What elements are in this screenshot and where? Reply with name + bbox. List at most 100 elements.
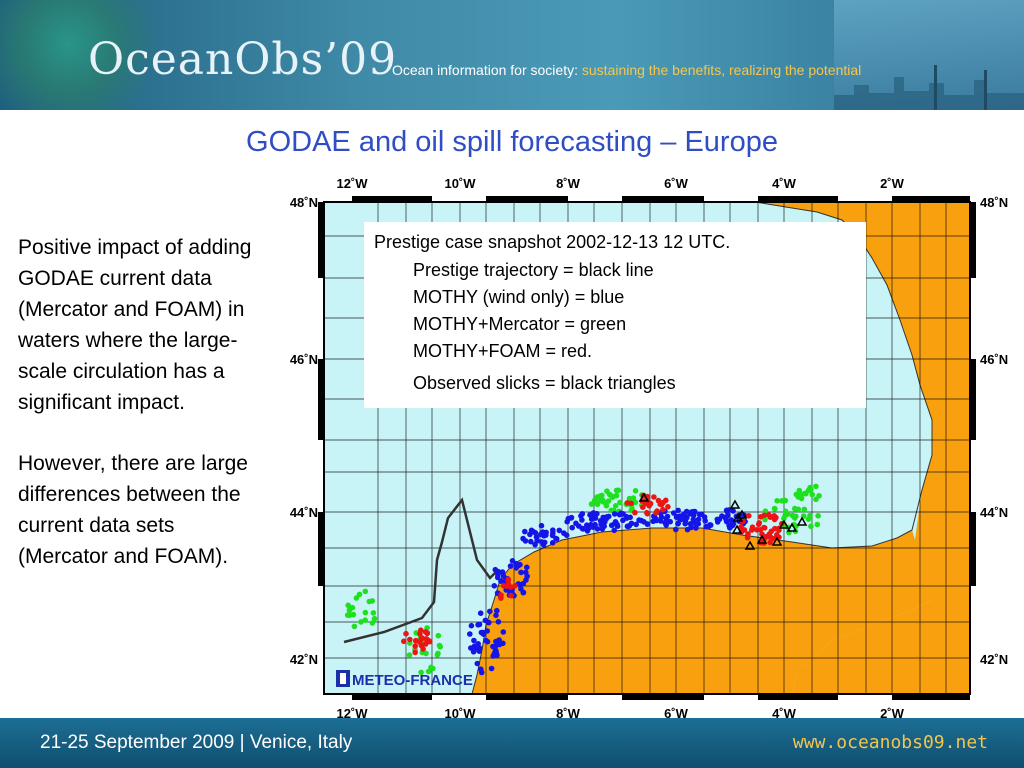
spill-point (598, 521, 604, 528)
spill-point (538, 539, 545, 545)
spill-point (538, 531, 544, 538)
spill-point (599, 498, 606, 504)
lon-label-top: 2˚W (880, 176, 905, 191)
tagline-highlight: sustaining the benefits, realizing the p… (581, 62, 862, 78)
spill-point (522, 528, 528, 535)
spill-point (487, 608, 493, 615)
spill-point (488, 665, 495, 672)
observed-slick-triangle (786, 522, 798, 532)
spill-point (617, 499, 623, 506)
spill-point (493, 612, 499, 619)
spill-point (588, 516, 595, 522)
spill-point (435, 650, 441, 657)
spill-point (425, 668, 432, 675)
spill-point (761, 525, 768, 531)
legend-line1: Prestige case snapshot 2002-12-13 12 UTC… (374, 232, 730, 252)
banner-decoration (0, 0, 170, 110)
spill-point (722, 514, 728, 521)
meteo-credit: METEO-FRANCE (352, 672, 473, 689)
website-link[interactable]: www.oceanobs09.net (792, 732, 988, 753)
header-banner: OceanObs’09 Ocean information for societ… (0, 0, 1024, 110)
slide-title: GODAE and oil spill forecasting – Europe (246, 126, 778, 158)
spill-point (665, 504, 671, 510)
spill-point (701, 514, 708, 520)
spill-point (603, 502, 610, 509)
spill-point (632, 499, 639, 506)
spill-point (345, 602, 351, 609)
spill-point (482, 617, 489, 624)
spill-point (663, 497, 669, 504)
venice-skyline-icon (834, 65, 1024, 110)
spill-point (613, 487, 620, 494)
spill-point (660, 506, 666, 513)
spill-point (675, 521, 681, 527)
spill-point (507, 563, 514, 569)
spill-point (344, 612, 351, 618)
spill-point (690, 516, 697, 523)
spill-point (633, 521, 639, 528)
spill-point (418, 627, 424, 633)
spill-point (625, 523, 632, 530)
spill-point (585, 525, 592, 532)
spill-point (605, 498, 612, 504)
spill-point (588, 501, 595, 507)
spill-point (714, 516, 721, 523)
spill-point (653, 517, 660, 524)
legend-line6: Observed slicks = black triangles (413, 373, 676, 393)
lon-label-bottom: 6˚W (664, 706, 689, 721)
spill-point (515, 562, 521, 569)
observed-slick-triangle (638, 492, 650, 502)
spill-point (500, 573, 507, 579)
lon-label-top: 8˚W (556, 176, 581, 191)
spill-point (644, 510, 651, 517)
spill-point (500, 640, 506, 647)
spill-point (418, 636, 425, 642)
oil-spill-map: Prestige case snapshot 2002-12-13 12 UTC… (272, 170, 1024, 722)
paragraph-differences: However, there are large differences bet… (18, 452, 248, 568)
spill-point (749, 527, 755, 533)
spill-point (805, 516, 812, 522)
spill-point (707, 522, 714, 528)
event-dates: 21-25 September 2009 | Venice, Italy (40, 732, 353, 753)
spill-point (744, 534, 751, 541)
spill-point (658, 518, 664, 524)
lat-label-right: 44˚N (980, 505, 1008, 520)
spill-point (523, 577, 529, 583)
spill-point (467, 631, 473, 637)
spill-point (727, 525, 733, 531)
prestige-trajectory (343, 497, 497, 644)
spill-point (604, 488, 610, 495)
spill-point (478, 666, 484, 672)
observed-slick-triangle (771, 536, 783, 546)
spill-point (767, 539, 773, 546)
spill-point (491, 583, 498, 589)
spill-point (507, 584, 514, 590)
spill-point (362, 588, 369, 595)
spill-point (746, 513, 752, 519)
spill-point (550, 527, 556, 533)
spill-point (518, 586, 524, 592)
paragraph-impact: Positive impact of adding GODAE current … (18, 236, 252, 414)
spill-point (532, 530, 539, 536)
spill-point (813, 496, 819, 503)
spill-point (612, 503, 619, 509)
spill-point (774, 498, 780, 504)
spill-point (793, 491, 800, 498)
spill-point (475, 641, 481, 647)
tagline-prefix: Ocean information for society: (392, 62, 582, 78)
spill-point (569, 524, 575, 531)
spill-point (358, 619, 364, 625)
spill-point (654, 508, 660, 514)
spill-point (801, 506, 808, 513)
lat-label-left: 44˚N (290, 505, 318, 520)
spill-point (611, 511, 618, 517)
spill-point (500, 629, 507, 635)
spill-point (789, 512, 796, 519)
spill-point (436, 642, 443, 649)
lon-label-top: 10˚W (444, 176, 476, 191)
lon-label-bottom: 8˚W (556, 706, 581, 721)
lon-label-bottom: 2˚W (880, 706, 905, 721)
spill-point (687, 521, 694, 527)
legend-line3: MOTHY (wind only) = blue (413, 287, 624, 307)
spill-point (475, 622, 481, 628)
